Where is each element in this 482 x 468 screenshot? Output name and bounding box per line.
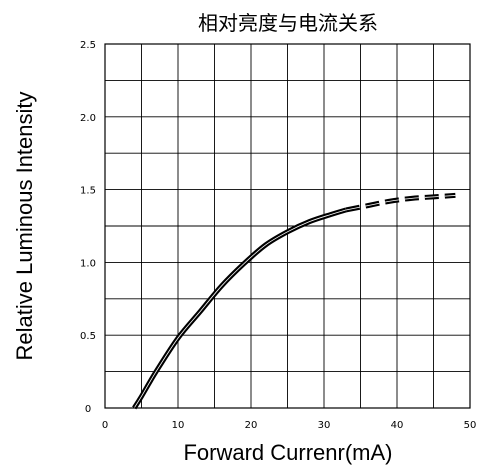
x-tick-labels: 0 10 20 30 40 50 (102, 420, 477, 431)
x-tick-label: 0 (102, 420, 108, 431)
x-tick-label: 30 (318, 420, 331, 431)
x-tick-label: 50 (464, 420, 477, 431)
y-tick-label: 0 (85, 404, 91, 415)
grid (105, 44, 470, 408)
y-tick-label: 2.5 (80, 40, 96, 51)
y-tick-label: 0.5 (80, 331, 96, 342)
x-tick-label: 20 (245, 420, 258, 431)
plot-frame (104, 43, 471, 409)
y-tick-label: 1.5 (80, 186, 96, 197)
x-tick-label: 10 (172, 420, 185, 431)
chart-title: 相对亮度与电流关系 (198, 11, 378, 35)
series-lines (132, 192, 456, 410)
y-axis-label: Relative Luminous Intensity (12, 91, 37, 360)
y-tick-label: 1.0 (80, 258, 96, 269)
series-highlight-solid (133, 209, 347, 409)
y-tick-label: 2.0 (80, 113, 96, 124)
series-line-solid (132, 207, 347, 410)
series-highlight-dashed (345, 195, 456, 211)
x-axis-label: Forward Currenr(mA) (183, 440, 392, 465)
series-line-dashed (345, 192, 456, 213)
x-tick-label: 40 (391, 420, 404, 431)
y-tick-labels: 0 0.5 1.0 1.5 2.0 2.5 (80, 40, 96, 415)
